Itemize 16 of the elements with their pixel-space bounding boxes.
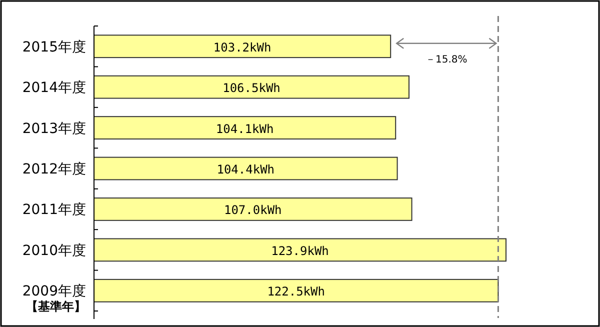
y-tick-label: 2014年度	[22, 80, 86, 96]
data-label: 107.0kWh	[224, 203, 282, 218]
data-label: 122.5kWh	[267, 284, 325, 299]
data-label: 123.9kWh	[271, 244, 329, 258]
y-tick-label: 2009年度	[22, 284, 86, 300]
y-tick-label: 2012年度	[22, 162, 86, 178]
data-label: 106.5kWh	[222, 81, 280, 96]
y-tick-label: 2011年度	[22, 202, 86, 218]
y-tick-label: 2015年度	[22, 39, 86, 56]
annotation: －15.8%	[426, 54, 468, 66]
y-tick-label: 2013年度	[22, 120, 86, 137]
y-tick-label: 2010年度	[22, 242, 86, 259]
data-label: 103.2kWh	[213, 40, 272, 54]
text: 【基準年】	[26, 300, 86, 314]
data-label: 104.1kWh	[216, 122, 274, 136]
data-label: 104.4kWh	[216, 162, 275, 176]
